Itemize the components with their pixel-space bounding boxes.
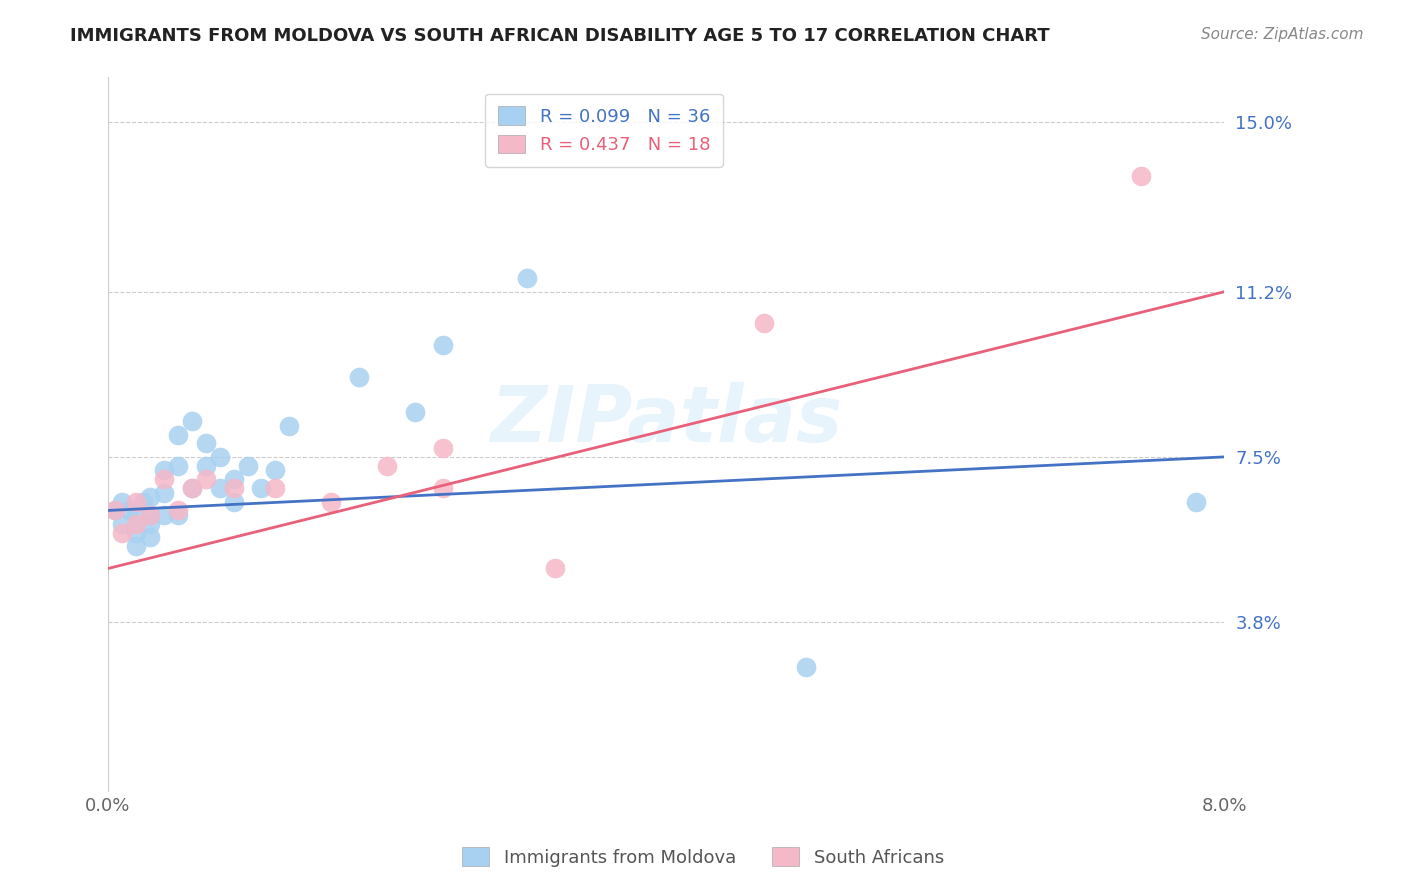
Point — [166, 458, 188, 473]
Point — [347, 369, 370, 384]
Point — [125, 494, 148, 508]
Point — [264, 463, 287, 477]
Point — [132, 494, 155, 508]
Point — [752, 316, 775, 330]
Legend: R = 0.099   N = 36, R = 0.437   N = 18: R = 0.099 N = 36, R = 0.437 N = 18 — [485, 94, 723, 167]
Point — [139, 490, 162, 504]
Point — [264, 481, 287, 495]
Point — [222, 472, 245, 486]
Point — [180, 481, 202, 495]
Point — [321, 494, 343, 508]
Point — [794, 659, 817, 673]
Point — [153, 472, 176, 486]
Point — [125, 516, 148, 531]
Point — [111, 494, 134, 508]
Point — [208, 450, 231, 464]
Point — [222, 494, 245, 508]
Point — [180, 481, 202, 495]
Point — [104, 503, 127, 517]
Point — [432, 441, 454, 455]
Point — [166, 427, 188, 442]
Point — [236, 458, 259, 473]
Point — [139, 516, 162, 531]
Text: ZIPatlas: ZIPatlas — [491, 383, 842, 458]
Point — [432, 338, 454, 352]
Point — [250, 481, 273, 495]
Point — [166, 508, 188, 522]
Point — [208, 481, 231, 495]
Point — [404, 405, 426, 419]
Point — [516, 271, 538, 285]
Legend: Immigrants from Moldova, South Africans: Immigrants from Moldova, South Africans — [456, 840, 950, 874]
Point — [139, 508, 162, 522]
Point — [111, 516, 134, 531]
Point — [222, 481, 245, 495]
Text: IMMIGRANTS FROM MOLDOVA VS SOUTH AFRICAN DISABILITY AGE 5 TO 17 CORRELATION CHAR: IMMIGRANTS FROM MOLDOVA VS SOUTH AFRICAN… — [70, 27, 1050, 45]
Point — [1185, 494, 1208, 508]
Point — [1129, 169, 1152, 183]
Point — [194, 458, 217, 473]
Point — [153, 485, 176, 500]
Point — [153, 463, 176, 477]
Point — [125, 508, 148, 522]
Point — [166, 503, 188, 517]
Point — [111, 525, 134, 540]
Point — [125, 525, 148, 540]
Point — [104, 503, 127, 517]
Point — [139, 530, 162, 544]
Point — [278, 418, 301, 433]
Text: Source: ZipAtlas.com: Source: ZipAtlas.com — [1201, 27, 1364, 42]
Point — [194, 436, 217, 450]
Point — [139, 508, 162, 522]
Point — [180, 414, 202, 428]
Point — [125, 539, 148, 553]
Point — [375, 458, 398, 473]
Point — [153, 508, 176, 522]
Point — [432, 481, 454, 495]
Point — [543, 561, 565, 575]
Point — [194, 472, 217, 486]
Point — [118, 503, 141, 517]
